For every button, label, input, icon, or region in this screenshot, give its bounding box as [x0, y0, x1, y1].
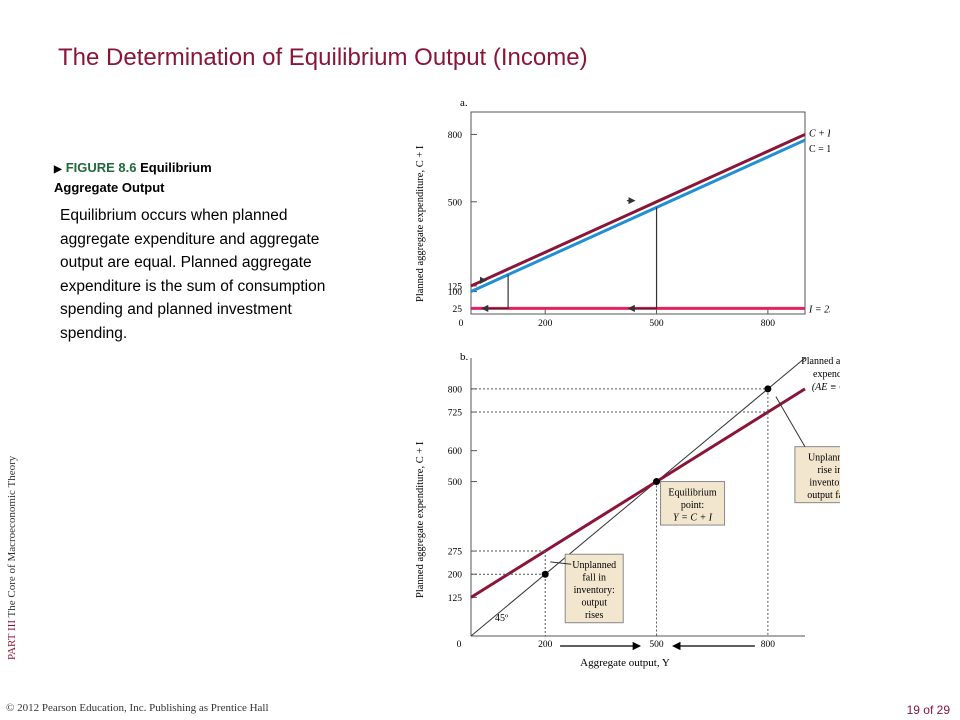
data-point — [653, 478, 661, 486]
data-point — [541, 570, 549, 578]
x-tick-label-b: 0 — [457, 640, 462, 650]
part-sidebar: PART III The Core of Macroeconomic Theor… — [6, 456, 18, 660]
y-tick-label-b: 600 — [448, 447, 463, 457]
chart-panel-b: b. Planned aggregate expenditure, C + I … — [415, 351, 840, 669]
unplanned-rise-text: inventory: — [809, 478, 840, 489]
x-tick-label-a: 800 — [761, 319, 776, 329]
equilibrium-point-box — [660, 481, 726, 526]
series-45-degree-line — [470, 357, 806, 637]
series-c-line — [470, 138, 806, 293]
x-tick-label-a: 200 — [538, 319, 553, 329]
panel-b-xlabel: Aggregate output, Y — [580, 657, 670, 669]
unplanned-fall-text: output — [581, 598, 607, 609]
figure-description: Equilibrium occurs when planned aggregat… — [60, 207, 326, 342]
ae-label-line1: Planned aggregate — [801, 356, 840, 367]
equilibrium-point-text: Y = C + I — [673, 513, 713, 524]
equilibrium-point-text: Equilibrium — [668, 488, 717, 499]
unplanned-fall-text: rises — [585, 610, 603, 621]
panel-b-label: b. — [460, 351, 469, 363]
panel-b-ylabel: Planned aggregate expenditure, C + I — [415, 441, 426, 598]
ae-label-line3: (AE ≡ C + I) — [812, 382, 840, 393]
y-tick-label-b: 200 — [448, 571, 463, 581]
angle-label: 45º — [495, 613, 508, 624]
x-tick-label-b: 800 — [761, 640, 776, 650]
x-tick-label-a: 500 — [649, 319, 664, 329]
unplanned-rise-text: output falls — [807, 490, 840, 501]
x-tick-label-b: 200 — [538, 640, 553, 650]
rise-pointer — [775, 396, 806, 447]
y-tick-label-b: 800 — [448, 385, 463, 395]
series-ci-line — [470, 133, 806, 288]
figure-number: FIGURE 8.6 — [65, 160, 137, 175]
figure-caption: ▶ FIGURE 8.6 Equilibrium Aggregate Output — [54, 159, 212, 197]
y-tick-label-a: 500 — [448, 198, 463, 208]
unplanned-rise-box — [794, 446, 840, 504]
derivation-arrow-high — [627, 207, 658, 312]
legend-c: C = 100 + .75 Y — [809, 144, 830, 155]
legend-ci: C + I — [809, 128, 830, 139]
unplanned-fall-text: Unplanned — [572, 560, 616, 571]
figure-name: Equilibrium — [140, 160, 212, 175]
slide-number: 19 of 29 — [906, 703, 950, 717]
fall-pointer — [550, 561, 572, 565]
panel-a-frame — [470, 111, 806, 315]
y-tick-label-b: 125 — [448, 594, 463, 604]
unplanned-fall-box — [564, 553, 624, 624]
series-ae-line — [470, 387, 806, 599]
y-tick-label-a: 25 — [453, 305, 463, 315]
figure-name-line2: Aggregate Output — [54, 180, 165, 195]
unplanned-fall-text: fall in — [582, 573, 606, 584]
bullet-arrow-icon: ▶ — [54, 164, 62, 175]
unplanned-rise-text: Unplanned — [808, 453, 840, 464]
y-tick-label-a: 800 — [448, 131, 463, 141]
y-tick-label-b: 500 — [448, 478, 463, 488]
y-tick-label-b: 725 — [448, 409, 463, 419]
panel-a-label: a. — [460, 97, 468, 109]
ae-label-line2: expenditure: — [813, 369, 840, 380]
panel-a-ylabel: Planned aggregate expenditure, C + I — [415, 145, 426, 302]
y-tick-label-a: 100 — [448, 288, 463, 298]
y-tick-label-b: 275 — [448, 548, 463, 558]
copyright: © 2012 Pearson Education, Inc. Publishin… — [6, 702, 269, 714]
slide-title: The Determination of Equilibrium Output … — [58, 44, 588, 71]
book-section: The Core of Macroeconomic Theory — [6, 455, 18, 618]
part-label: PART III — [6, 620, 18, 660]
derivation-arrow-low — [481, 274, 509, 312]
data-point — [764, 385, 772, 393]
legend-i: I = 25 — [808, 304, 830, 315]
equilibrium-point-text: point: — [681, 500, 704, 511]
y-tick-label-a: 125 — [448, 282, 463, 292]
x-tick-label-b: 500 — [649, 640, 664, 650]
x-tick-label-a: 0 — [459, 319, 464, 329]
chart-panel-a: a. Planned aggregate expenditure, C + I … — [415, 97, 830, 329]
unplanned-fall-text: inventory: — [574, 585, 615, 596]
unplanned-rise-text: rise in — [818, 465, 840, 476]
